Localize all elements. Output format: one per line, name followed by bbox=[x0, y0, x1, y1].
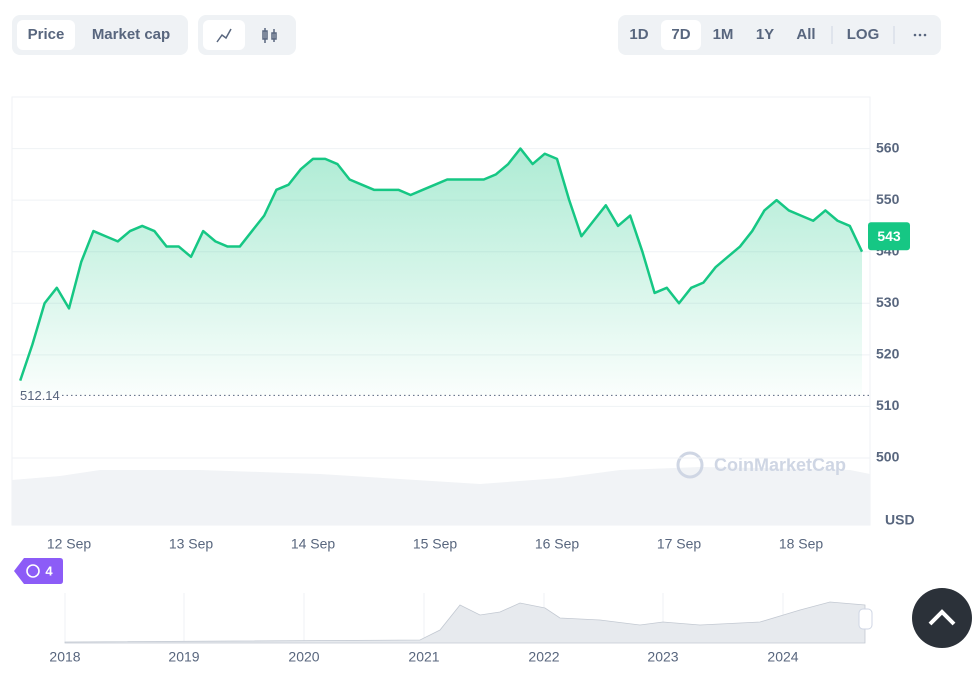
navigator-handle[interactable] bbox=[858, 608, 873, 630]
market-cap-tab[interactable]: Market cap bbox=[92, 26, 170, 43]
x-tick-label: 13 Sep bbox=[169, 536, 214, 552]
y-tick-label: 500 bbox=[876, 449, 900, 465]
x-tick-label: 14 Sep bbox=[291, 536, 336, 552]
baseline-label: 512.14 bbox=[20, 388, 60, 403]
y-tick-label: 560 bbox=[876, 139, 900, 155]
year-label: 2023 bbox=[647, 649, 678, 665]
current-price-label: 543 bbox=[877, 228, 901, 244]
range-button[interactable]: 1D bbox=[629, 26, 648, 43]
range-button[interactable]: All bbox=[796, 26, 815, 43]
watermark-logo bbox=[676, 451, 704, 479]
range-button[interactable]: 1M bbox=[713, 26, 734, 43]
y-tick-label: 510 bbox=[876, 397, 900, 413]
year-label: 2019 bbox=[168, 649, 199, 665]
navigator-area bbox=[64, 601, 866, 644]
range-button[interactable]: 1Y bbox=[756, 26, 774, 43]
y-tick-label: 520 bbox=[876, 346, 900, 362]
year-label: 2020 bbox=[288, 649, 319, 665]
y-tick-label: 550 bbox=[876, 191, 900, 207]
y-axis-label: USD bbox=[885, 512, 915, 528]
y-tick-label: 530 bbox=[876, 294, 900, 310]
year-label: 2022 bbox=[528, 649, 559, 665]
year-label: 2021 bbox=[408, 649, 439, 665]
volume-area bbox=[12, 467, 870, 525]
current-price-box bbox=[868, 222, 910, 251]
line-type-button[interactable] bbox=[203, 20, 245, 50]
more-button[interactable] bbox=[913, 33, 927, 37]
year-label: 2024 bbox=[767, 649, 798, 665]
x-tick-label: 15 Sep bbox=[413, 536, 458, 552]
range-active bbox=[661, 20, 701, 50]
arrow-up-icon bbox=[928, 609, 956, 626]
price-line bbox=[19, 147, 864, 382]
price-tab[interactable]: Price bbox=[28, 26, 65, 43]
toggle-active bbox=[17, 20, 75, 50]
candle-icon[interactable] bbox=[262, 28, 277, 43]
range-button[interactable]: 7D bbox=[671, 26, 690, 43]
badge-count: 4 bbox=[45, 563, 53, 578]
year-label: 2018 bbox=[49, 649, 80, 665]
history-icon bbox=[26, 564, 40, 578]
x-tick-label: 18 Sep bbox=[779, 536, 824, 552]
line-icon bbox=[216, 28, 232, 43]
x-tick-label: 17 Sep bbox=[657, 536, 702, 552]
log-button[interactable]: LOG bbox=[847, 26, 880, 43]
watermark: CoinMarketCap bbox=[714, 455, 846, 475]
x-tick-label: 16 Sep bbox=[535, 536, 580, 552]
area-fill bbox=[20, 148, 862, 396]
x-tick-label: 12 Sep bbox=[47, 536, 92, 552]
scroll-top-button[interactable] bbox=[912, 588, 972, 648]
